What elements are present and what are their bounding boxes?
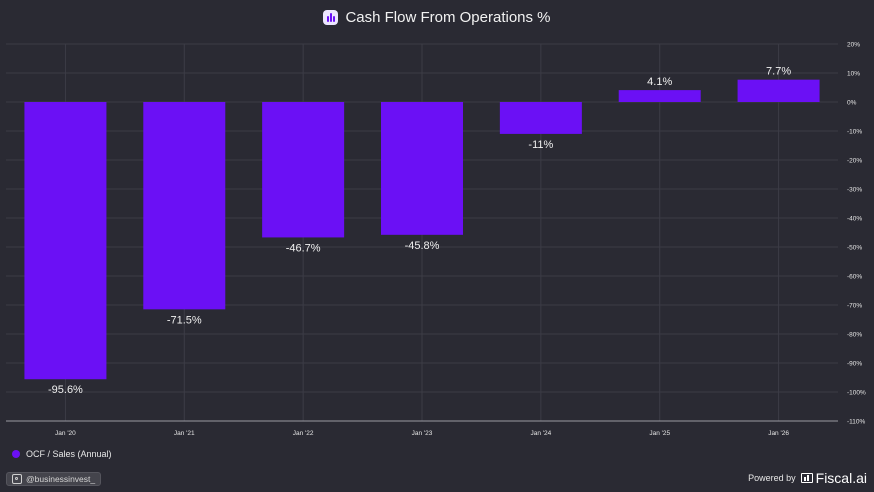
x-tick-label: Jan '26 bbox=[768, 430, 789, 437]
bar bbox=[143, 102, 226, 310]
x-tick-label: Jan '20 bbox=[55, 430, 76, 437]
y-tick-label: -40% bbox=[847, 216, 862, 223]
data-label: 7.7% bbox=[766, 66, 791, 78]
bar bbox=[499, 102, 582, 134]
data-label: -71.5% bbox=[167, 314, 202, 326]
social-handle-text: @businessinvest_ bbox=[26, 474, 96, 484]
data-label: -45.8% bbox=[405, 240, 440, 252]
y-tick-label: -60% bbox=[847, 274, 862, 281]
x-tick-label: Jan '25 bbox=[649, 430, 670, 437]
legend[interactable]: OCF / Sales (Annual) bbox=[12, 449, 112, 459]
y-tick-label: -50% bbox=[847, 245, 862, 252]
data-label: 4.1% bbox=[647, 76, 672, 88]
bar bbox=[618, 90, 701, 102]
chart-title-text: Cash Flow From Operations % bbox=[345, 9, 551, 26]
social-handle-badge[interactable]: @businessinvest_ bbox=[6, 472, 102, 486]
bar bbox=[262, 102, 345, 238]
y-tick-label: -80% bbox=[847, 332, 862, 339]
y-tick-label: 0% bbox=[847, 100, 857, 107]
data-label: -46.7% bbox=[286, 242, 321, 254]
x-tick-label: Jan '24 bbox=[530, 430, 551, 437]
powered-by[interactable]: Powered by Fiscal.ai bbox=[748, 470, 867, 486]
data-label: -95.6% bbox=[48, 384, 83, 396]
bar bbox=[381, 102, 463, 235]
chart-title: Cash Flow From Operations % bbox=[0, 9, 874, 26]
y-tick-label: -110% bbox=[847, 419, 866, 426]
y-tick-label: 20% bbox=[847, 42, 860, 49]
y-tick-label: -10% bbox=[847, 129, 862, 136]
bar bbox=[24, 102, 107, 380]
y-tick-label: -90% bbox=[847, 361, 862, 368]
chart-logo-icon bbox=[323, 10, 339, 25]
legend-label: OCF / Sales (Annual) bbox=[26, 449, 112, 459]
powered-by-text: Powered by bbox=[748, 473, 796, 483]
brand-name: Fiscal.ai bbox=[815, 470, 867, 486]
fiscal-logo-icon bbox=[800, 473, 813, 483]
bar bbox=[737, 79, 820, 102]
x-tick-label: Jan '22 bbox=[293, 430, 314, 437]
y-tick-label: -20% bbox=[847, 158, 862, 165]
y-tick-label: -70% bbox=[847, 303, 862, 310]
y-tick-label: -100% bbox=[847, 390, 866, 397]
y-tick-label: 10% bbox=[847, 71, 860, 78]
instagram-icon bbox=[12, 474, 22, 484]
x-tick-label: Jan '21 bbox=[174, 430, 195, 437]
y-tick-label: -30% bbox=[847, 187, 862, 194]
legend-swatch bbox=[12, 450, 20, 458]
brand-logo[interactable]: Fiscal.ai bbox=[800, 470, 867, 486]
data-label: -11% bbox=[528, 139, 553, 151]
x-tick-label: Jan '23 bbox=[412, 430, 433, 437]
